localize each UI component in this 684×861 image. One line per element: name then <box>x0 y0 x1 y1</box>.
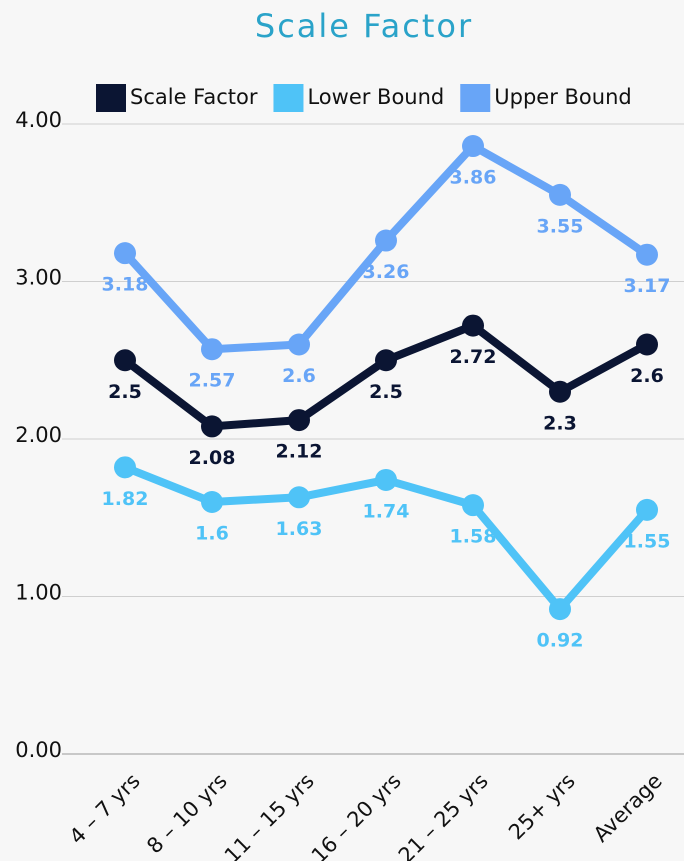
y-tick-label: 2.00 <box>15 423 62 447</box>
data-point <box>375 468 397 491</box>
data-point <box>201 491 223 513</box>
data-label: 3.17 <box>624 275 671 297</box>
data-point <box>462 494 484 517</box>
data-point <box>549 183 571 206</box>
legend-label: Upper Bound <box>494 85 631 109</box>
data-point <box>549 598 571 621</box>
data-point <box>549 380 571 403</box>
data-label: 2.6 <box>282 365 316 387</box>
data-label: 0.92 <box>537 630 584 652</box>
data-point <box>462 314 484 337</box>
data-point <box>375 349 397 372</box>
data-label: 2.57 <box>189 370 236 392</box>
data-label: 2.12 <box>276 441 323 463</box>
data-label: 1.82 <box>102 488 149 510</box>
data-point <box>201 338 223 361</box>
chart-title: Scale Factor <box>255 7 473 45</box>
data-label: 1.6 <box>195 523 229 545</box>
data-label: 3.86 <box>450 167 497 189</box>
legend-label: Lower Bound <box>307 85 444 109</box>
data-point <box>288 409 310 432</box>
y-tick-label: 4.00 <box>15 108 62 132</box>
data-point <box>288 486 310 509</box>
data-label: 1.74 <box>363 500 410 522</box>
data-point <box>375 229 397 252</box>
data-label: 3.18 <box>102 274 149 296</box>
data-label: 1.58 <box>450 526 497 548</box>
data-label: 2.72 <box>450 346 497 368</box>
data-point <box>636 498 658 521</box>
data-point <box>114 242 136 265</box>
data-label: 2.5 <box>369 381 403 403</box>
data-label: 1.63 <box>276 518 323 540</box>
data-label: 2.08 <box>189 447 236 469</box>
data-point <box>114 456 136 479</box>
data-point <box>636 243 658 266</box>
data-label: 2.6 <box>630 365 664 387</box>
legend-swatch <box>460 84 491 112</box>
legend-swatch <box>273 84 304 112</box>
data-point <box>201 415 223 438</box>
y-tick-label: 0.00 <box>15 738 62 762</box>
legend-label: Scale Factor <box>130 85 258 109</box>
data-label: 1.55 <box>624 530 671 552</box>
data-point <box>114 349 136 372</box>
data-label: 3.26 <box>363 261 410 283</box>
y-tick-label: 3.00 <box>15 266 62 290</box>
data-point <box>288 333 310 356</box>
data-label: 2.3 <box>543 412 577 434</box>
data-label: 3.55 <box>537 215 584 237</box>
data-label: 2.5 <box>108 381 142 403</box>
legend-swatch <box>96 84 126 112</box>
data-point <box>462 135 484 158</box>
y-tick-label: 1.00 <box>15 581 62 605</box>
data-point <box>636 333 658 356</box>
